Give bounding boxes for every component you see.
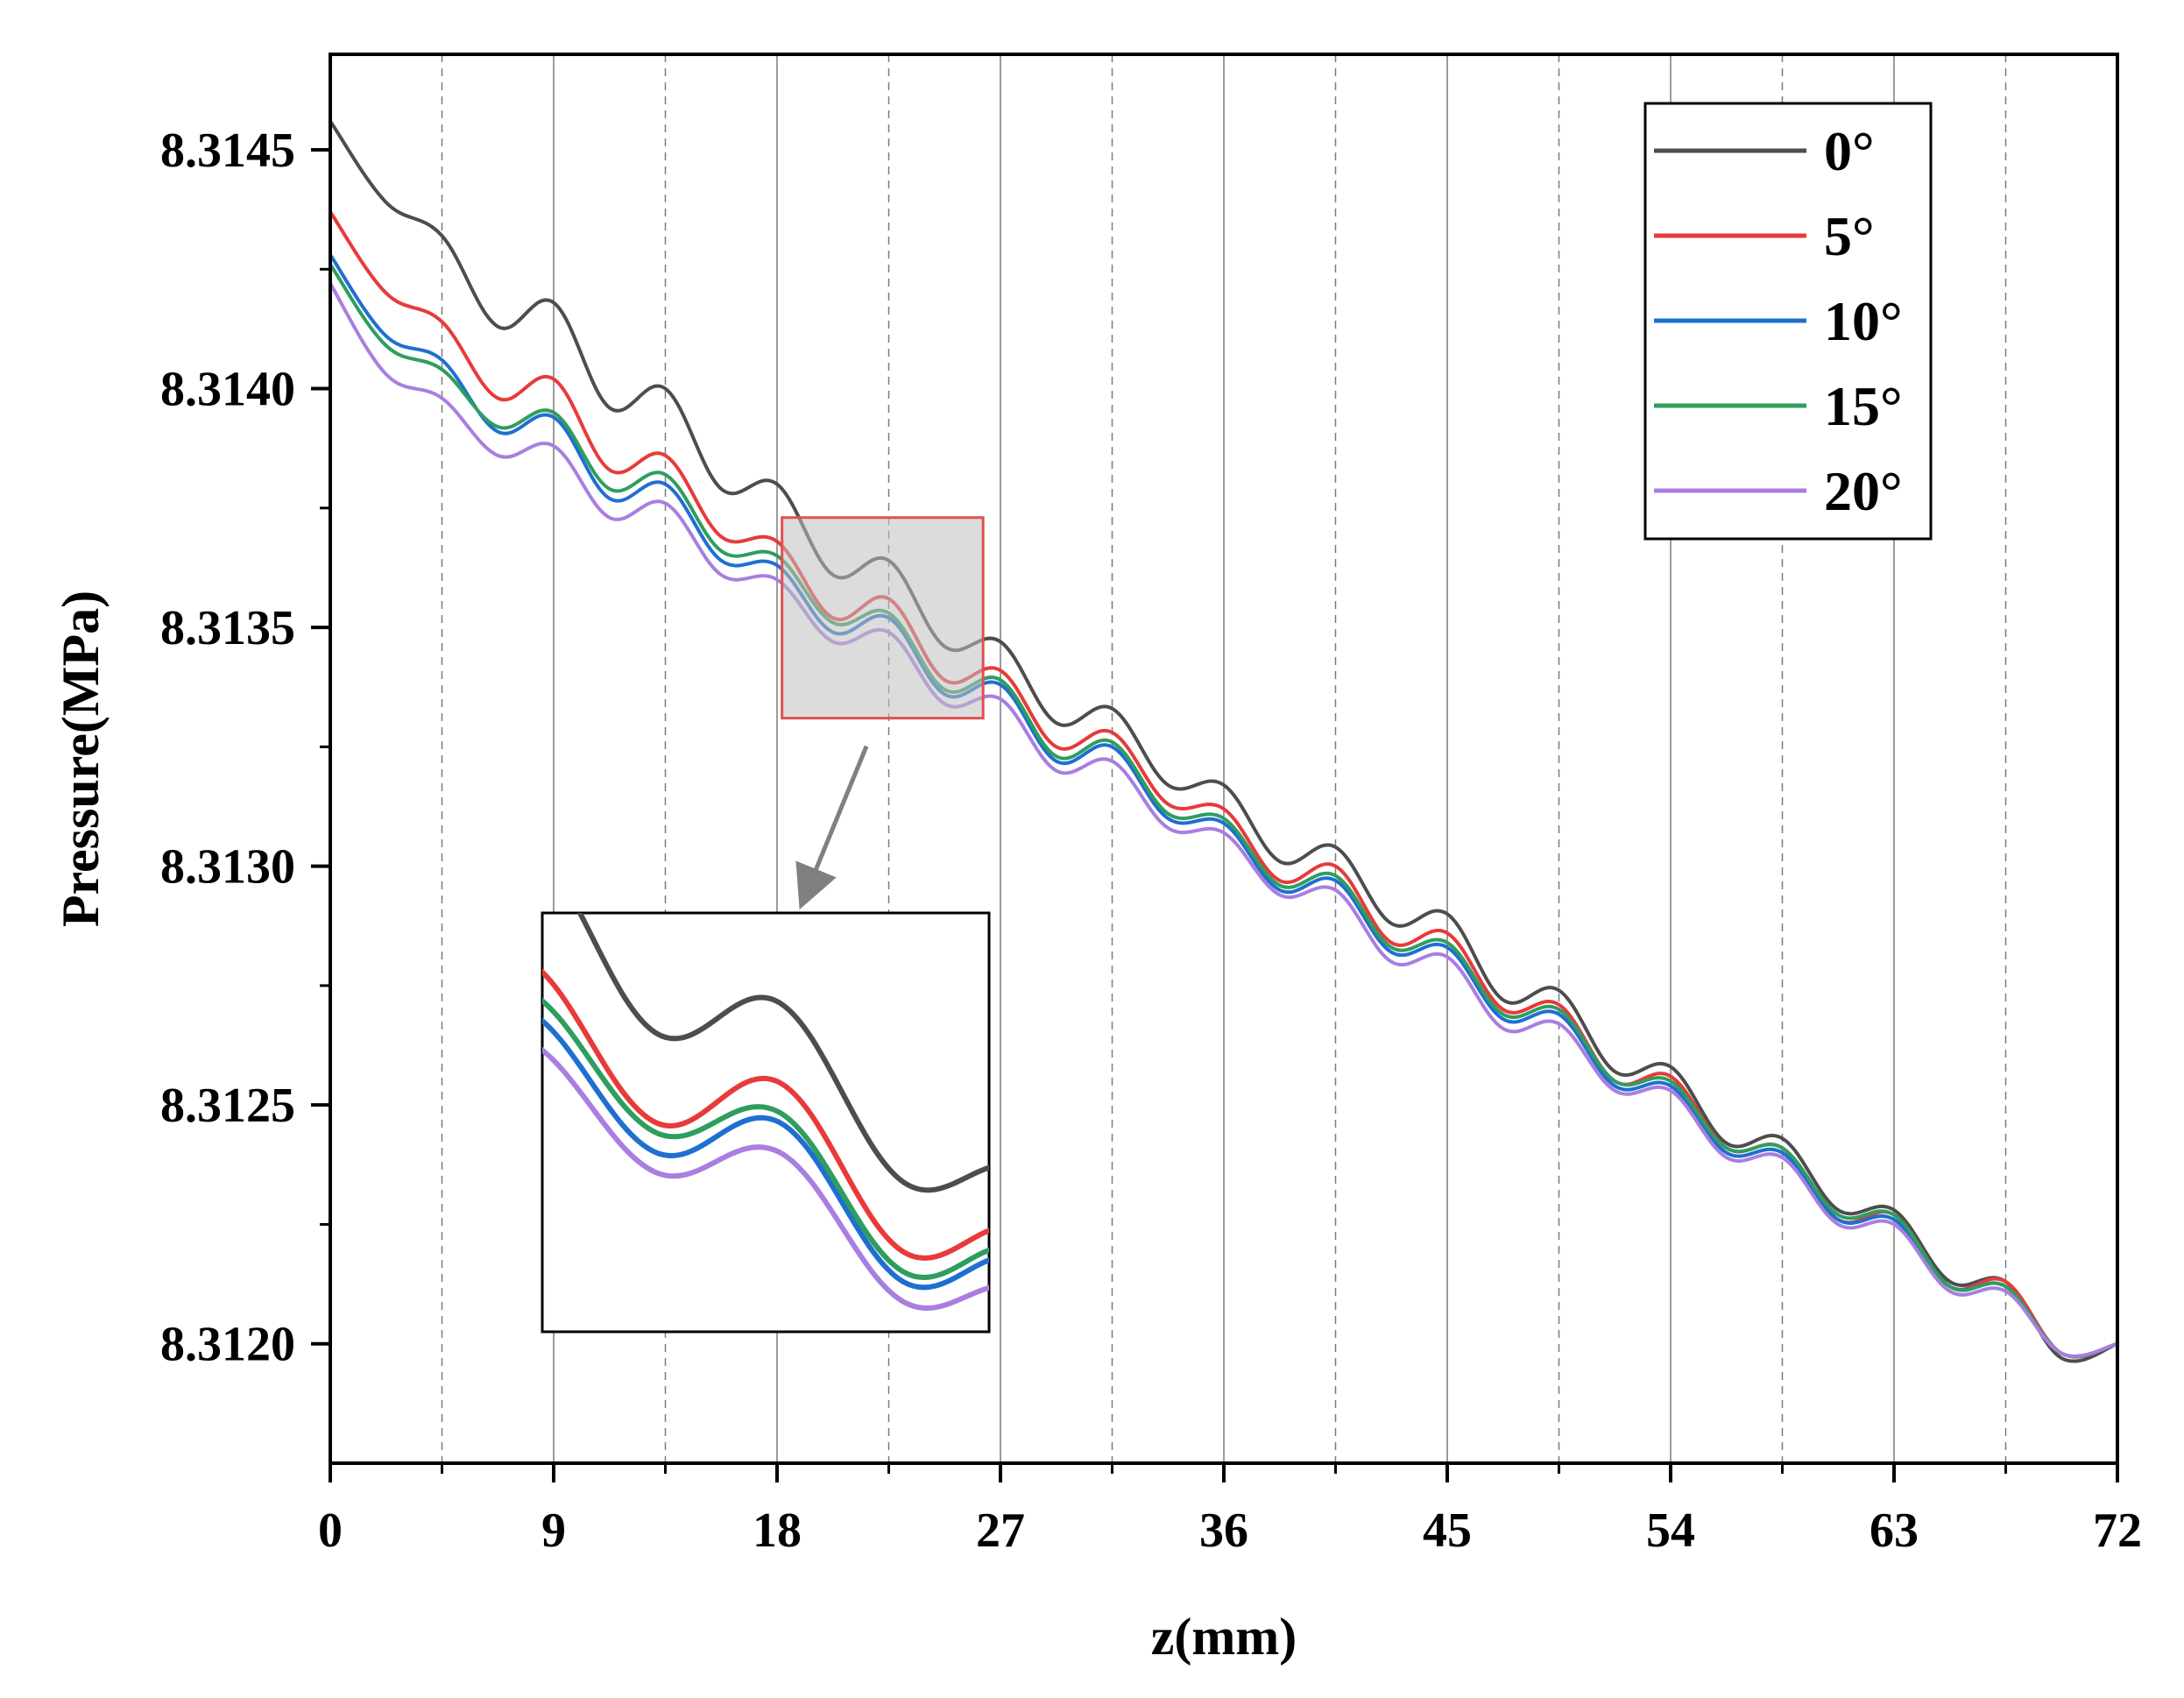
y-tick-label: 8.3125 — [160, 1079, 295, 1133]
inset-panel — [541, 911, 991, 1334]
series-line — [330, 253, 2117, 1359]
series-lines — [330, 120, 2117, 1363]
y-tick-label: 8.3135 — [160, 601, 295, 655]
legend-label: 20° — [1824, 460, 1903, 522]
x-tick-label: 0 — [318, 1503, 343, 1558]
x-tick-label: 54 — [1646, 1503, 1695, 1558]
inset-series-line — [542, 1046, 989, 1311]
y-tick-label: 8.3145 — [160, 124, 295, 178]
x-tick-label: 36 — [1199, 1503, 1248, 1558]
zoom-region-box — [781, 516, 985, 720]
legend-label: 10° — [1824, 290, 1903, 352]
y-tick-label: 8.3140 — [160, 363, 295, 417]
y-tick-label: 8.3120 — [160, 1318, 295, 1372]
x-tick-label: 63 — [1869, 1503, 1919, 1558]
inset-series-line — [576, 913, 989, 1193]
legend-label: 5° — [1824, 205, 1875, 267]
axis-ticks — [311, 148, 2119, 1482]
zoom-arrow — [795, 745, 869, 910]
legend: 0° 5° 10° 15° 20° — [1643, 102, 1933, 541]
inset-series-line — [542, 968, 989, 1261]
x-tick-labels: 0 9 18 27 36 45 54 63 72 — [318, 1503, 2142, 1558]
inset-series-lines — [542, 913, 989, 1311]
series-line — [330, 120, 2117, 1363]
x-tick-label: 18 — [753, 1503, 802, 1558]
inset-series-line — [542, 1017, 989, 1291]
x-tick-label: 27 — [976, 1503, 1025, 1558]
x-axis-title: z(mm) — [1151, 1608, 1297, 1666]
x-tick-label: 72 — [2093, 1503, 2142, 1558]
y-tick-labels: 8.3120 8.3125 8.3130 8.3135 8.3140 8.3145 — [160, 124, 295, 1372]
x-tick-label: 9 — [541, 1503, 566, 1558]
y-tick-label: 8.3130 — [160, 840, 295, 895]
legend-label: 15° — [1824, 375, 1903, 437]
legend-label: 0° — [1824, 120, 1875, 182]
inset-series-line — [542, 997, 989, 1280]
y-axis-title: Pressure(MPa) — [52, 591, 110, 927]
series-line — [330, 282, 2117, 1358]
series-line — [330, 263, 2117, 1359]
x-tick-label: 45 — [1423, 1503, 1472, 1558]
